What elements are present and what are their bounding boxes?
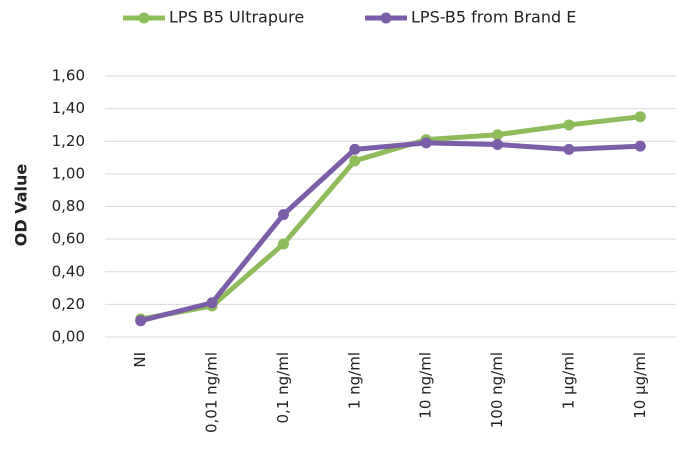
data-point bbox=[135, 315, 147, 327]
data-point bbox=[634, 140, 646, 152]
x-tick-label: 10 ng/ml bbox=[417, 352, 435, 419]
data-point bbox=[563, 119, 575, 131]
y-axis-label: OD Value bbox=[12, 164, 31, 247]
legend-label: LPS B5 Ultrapure bbox=[169, 8, 304, 27]
y-tick-label: 1,00 bbox=[52, 164, 85, 182]
legend-label: LPS-B5 from Brand E bbox=[411, 8, 576, 27]
x-tick-label: 10 µg/ml bbox=[631, 352, 649, 419]
x-tick-label: 1 ng/ml bbox=[345, 352, 363, 409]
data-point bbox=[492, 139, 504, 151]
series-line bbox=[140, 140, 641, 324]
data-point bbox=[277, 209, 289, 221]
data-point bbox=[277, 238, 289, 250]
x-tick-label: 1 µg/ml bbox=[559, 352, 577, 409]
data-point bbox=[420, 137, 432, 149]
y-tick-label: 0,40 bbox=[52, 262, 85, 280]
y-tick-label: 1,20 bbox=[52, 132, 85, 150]
data-point bbox=[634, 111, 646, 123]
x-tick-label: 0,1 ng/ml bbox=[274, 352, 292, 423]
data-point bbox=[349, 155, 361, 167]
x-tick-label: NI bbox=[131, 352, 149, 368]
y-tick-label: 1,40 bbox=[52, 99, 85, 117]
y-tick-label: 0,00 bbox=[52, 328, 85, 346]
series-line bbox=[140, 114, 641, 322]
y-tick-label: 0,80 bbox=[52, 197, 85, 215]
data-point bbox=[206, 297, 218, 309]
data-point bbox=[349, 143, 361, 155]
x-tick-label: 0,01 ng/ml bbox=[203, 352, 221, 433]
x-tick-label: 100 ng/ml bbox=[488, 352, 506, 428]
legend-marker bbox=[138, 12, 150, 24]
y-tick-label: 0,60 bbox=[52, 230, 85, 248]
y-tick-label: 0,20 bbox=[52, 295, 85, 313]
y-tick-label: 1,60 bbox=[52, 67, 85, 85]
data-point bbox=[563, 143, 575, 155]
legend-marker bbox=[380, 12, 392, 24]
data-point bbox=[492, 129, 504, 141]
